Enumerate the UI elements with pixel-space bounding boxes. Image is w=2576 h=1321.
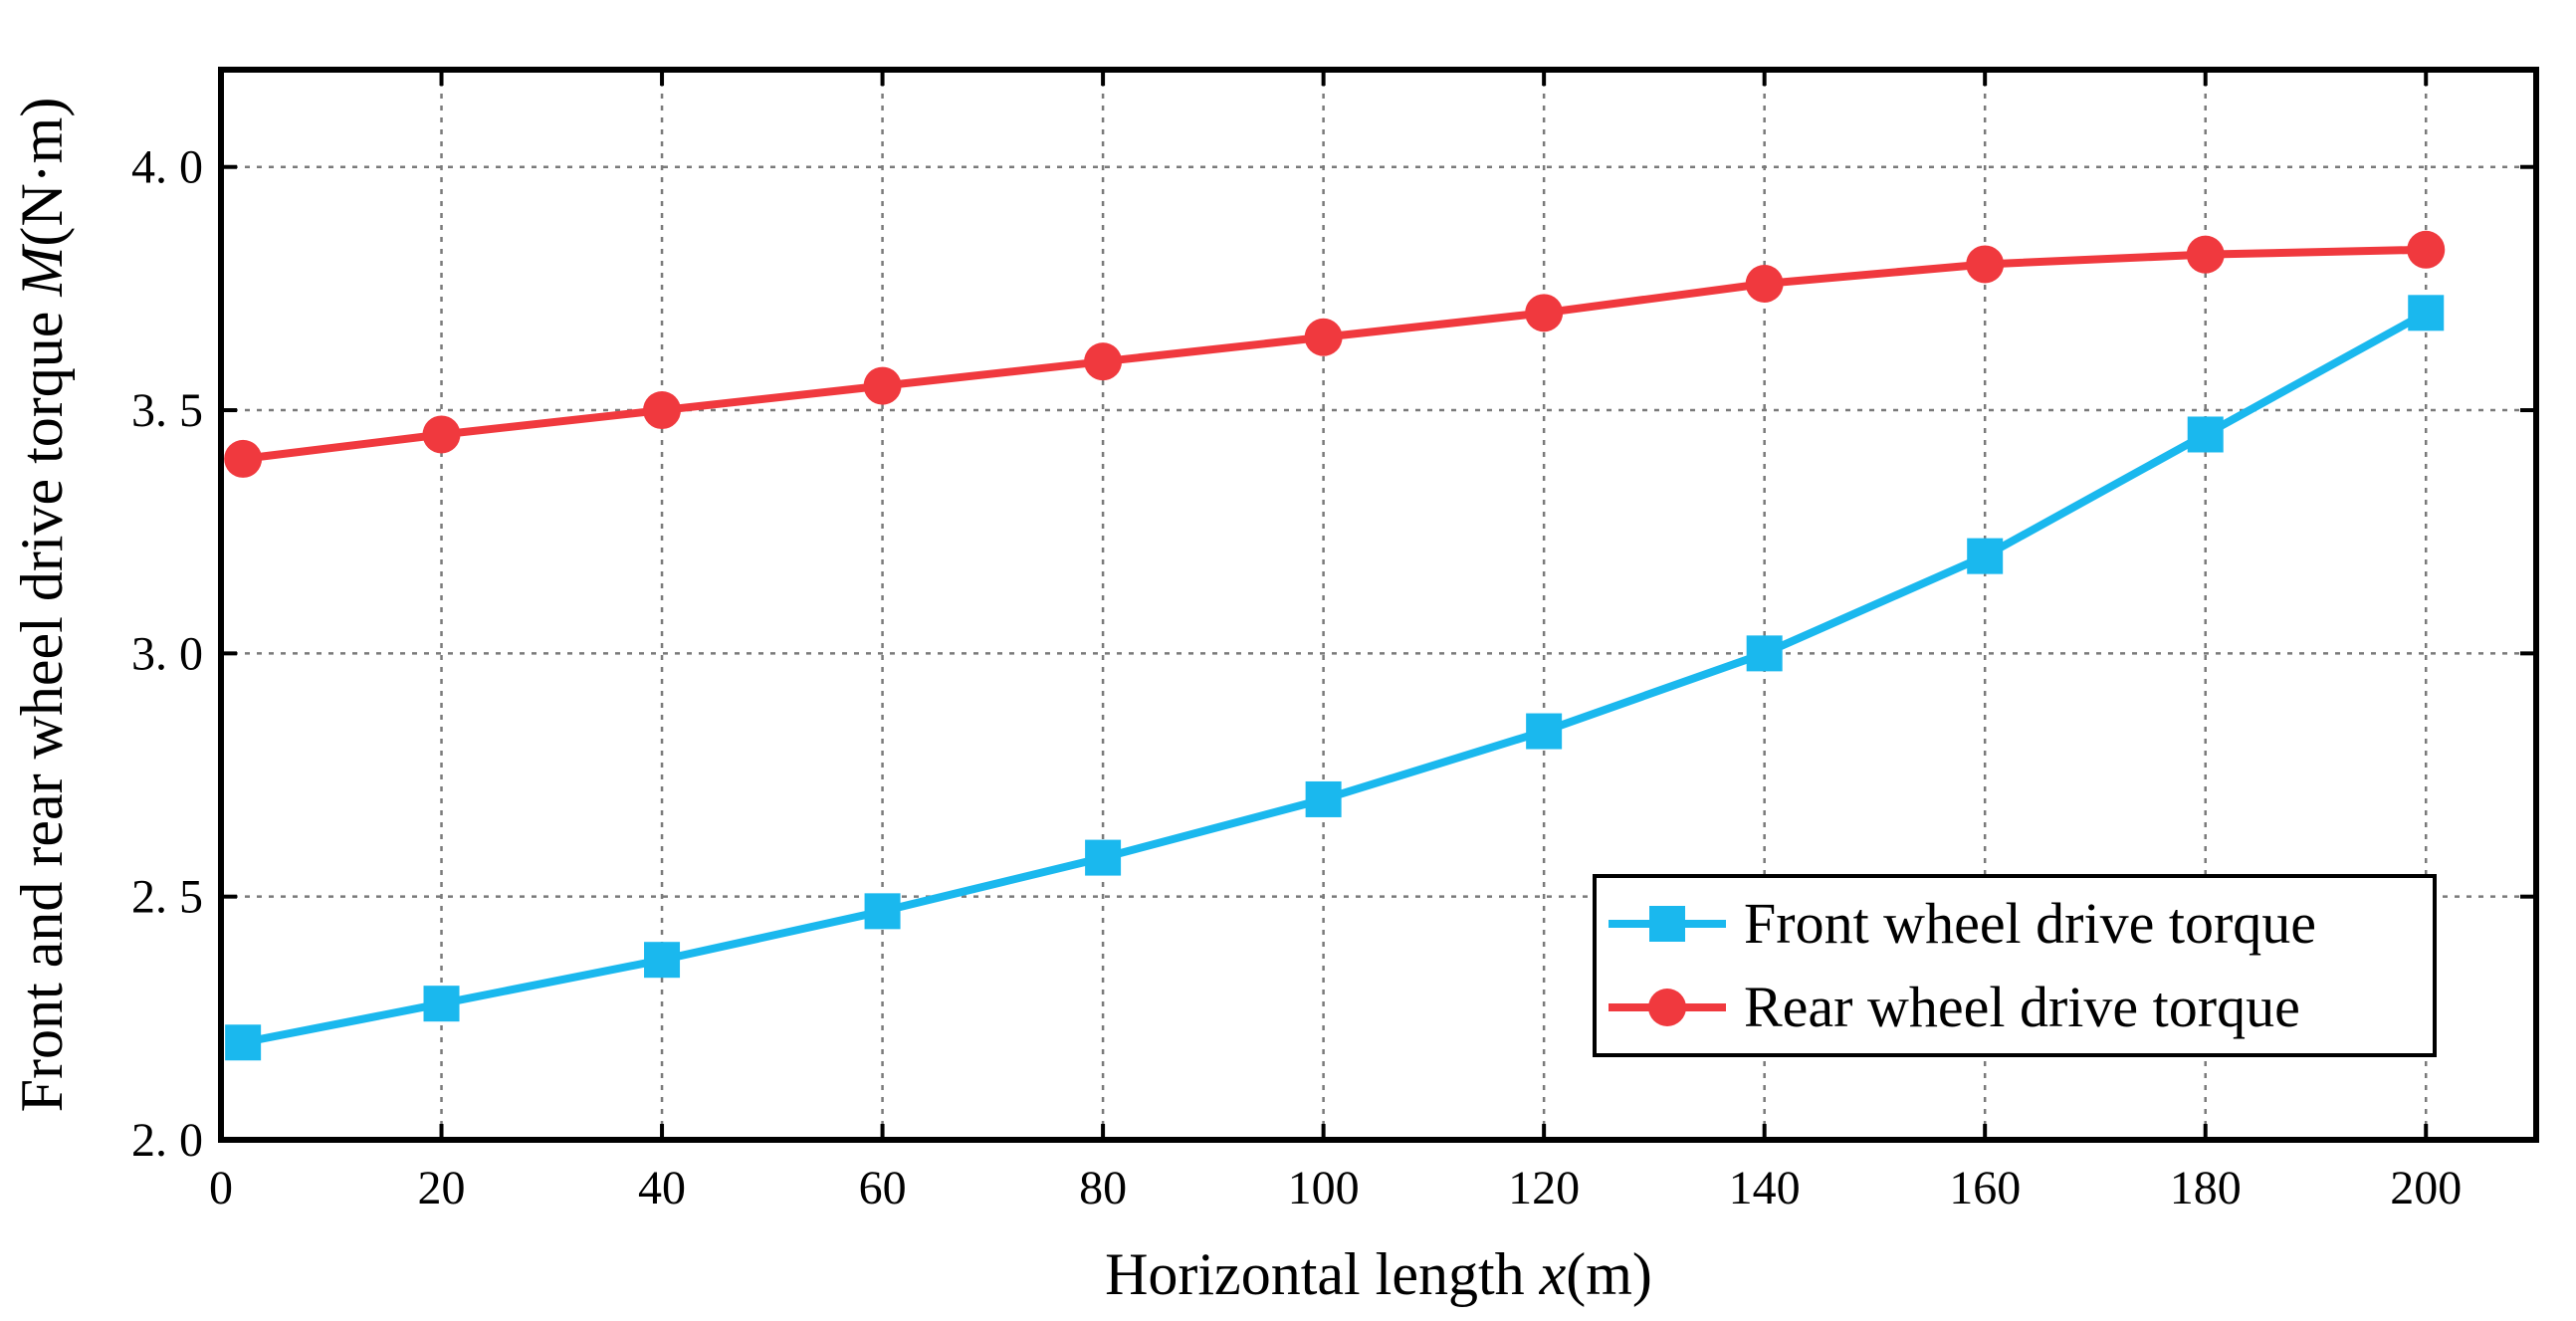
series-layer	[224, 230, 2446, 1061]
x-tick-label: 140	[1729, 1162, 1801, 1214]
y-tick-label: 2. 5	[131, 871, 203, 924]
x-tick-label: 200	[2390, 1162, 2462, 1214]
y-tick-label: 3. 5	[131, 384, 203, 437]
series-rear-wheel-drive-torque	[224, 230, 2446, 478]
x-axis-label-variable: x	[1539, 1241, 1567, 1307]
data-point-rear	[1745, 265, 1784, 303]
x-tick-label: 100	[1288, 1162, 1360, 1214]
axis-ticks: 0 20 40 60 80 100 120 140 160 180 200 2. 0 2. 5 3. 0 3…	[131, 70, 2536, 1214]
x-axis-label: Horizontal length x(m)	[1105, 1241, 1652, 1307]
y-tick-label: 3. 0	[131, 627, 203, 680]
data-point-rear	[643, 391, 682, 430]
data-point-front	[644, 942, 681, 979]
legend: Front wheel drive torque Rear wheel drive…	[1593, 874, 2437, 1057]
x-tick-label: 160	[1949, 1162, 2021, 1214]
y-axis-label-prefix: Front and rear wheel drive torque	[9, 297, 75, 1113]
data-point-front	[864, 893, 901, 930]
legend-entry-rear: Rear wheel drive torque	[1609, 975, 2300, 1039]
series-front-wheel-drive-torque	[225, 295, 2445, 1061]
y-tick-label: 2. 0	[131, 1114, 203, 1167]
data-point-front	[1746, 635, 1783, 672]
x-tick-label: 0	[209, 1162, 233, 1214]
data-point-front	[1967, 538, 2004, 574]
x-axis-label-prefix: Horizontal length	[1105, 1241, 1540, 1307]
data-point-front	[1085, 839, 1122, 876]
data-point-rear	[863, 366, 902, 405]
plot-frame	[218, 67, 2539, 1143]
legend-marker-front	[1649, 906, 1685, 942]
data-point-front	[2187, 416, 2224, 453]
y-axis-label-suffix: (N·m)	[9, 98, 75, 247]
legend-label-front: Front wheel drive torque	[1744, 891, 2316, 956]
x-tick-label: 120	[1508, 1162, 1580, 1214]
data-point-rear	[422, 415, 461, 454]
x-tick-label: 80	[1079, 1162, 1127, 1214]
data-point-rear	[224, 439, 263, 478]
data-point-rear	[1966, 245, 2005, 284]
legend-marker-rear	[1648, 989, 1686, 1026]
y-axis-label-variable: M	[9, 244, 75, 298]
data-point-rear	[2407, 230, 2446, 269]
legend-entry-front: Front wheel drive torque	[1609, 891, 2316, 956]
legend-box	[1593, 874, 2437, 1057]
legend-entries: Front wheel drive torque Rear wheel drive…	[1609, 891, 2316, 1039]
legend-label-rear: Rear wheel drive torque	[1744, 975, 2300, 1039]
x-tick-label: 180	[2170, 1162, 2242, 1214]
data-point-rear	[2186, 235, 2225, 274]
y-axis-label: Front and rear wheel drive torque M(N·m)	[9, 98, 75, 1113]
grid-lines	[221, 70, 2536, 1140]
y-tick-label: 4. 0	[131, 141, 203, 194]
x-tick-label: 40	[638, 1162, 686, 1214]
data-point-front	[225, 1024, 262, 1061]
data-point-rear	[1304, 318, 1343, 356]
data-point-front	[423, 986, 460, 1022]
x-tick-label: 20	[418, 1162, 466, 1214]
x-axis-label-suffix: (m)	[1566, 1241, 1652, 1307]
data-point-front	[1526, 713, 1563, 750]
x-tick-label: 60	[859, 1162, 907, 1214]
data-point-rear	[1525, 294, 1564, 332]
data-point-rear	[1084, 342, 1123, 381]
data-point-front	[1305, 780, 1342, 817]
data-point-front	[2408, 295, 2445, 331]
series-line-rear	[239, 245, 2431, 463]
